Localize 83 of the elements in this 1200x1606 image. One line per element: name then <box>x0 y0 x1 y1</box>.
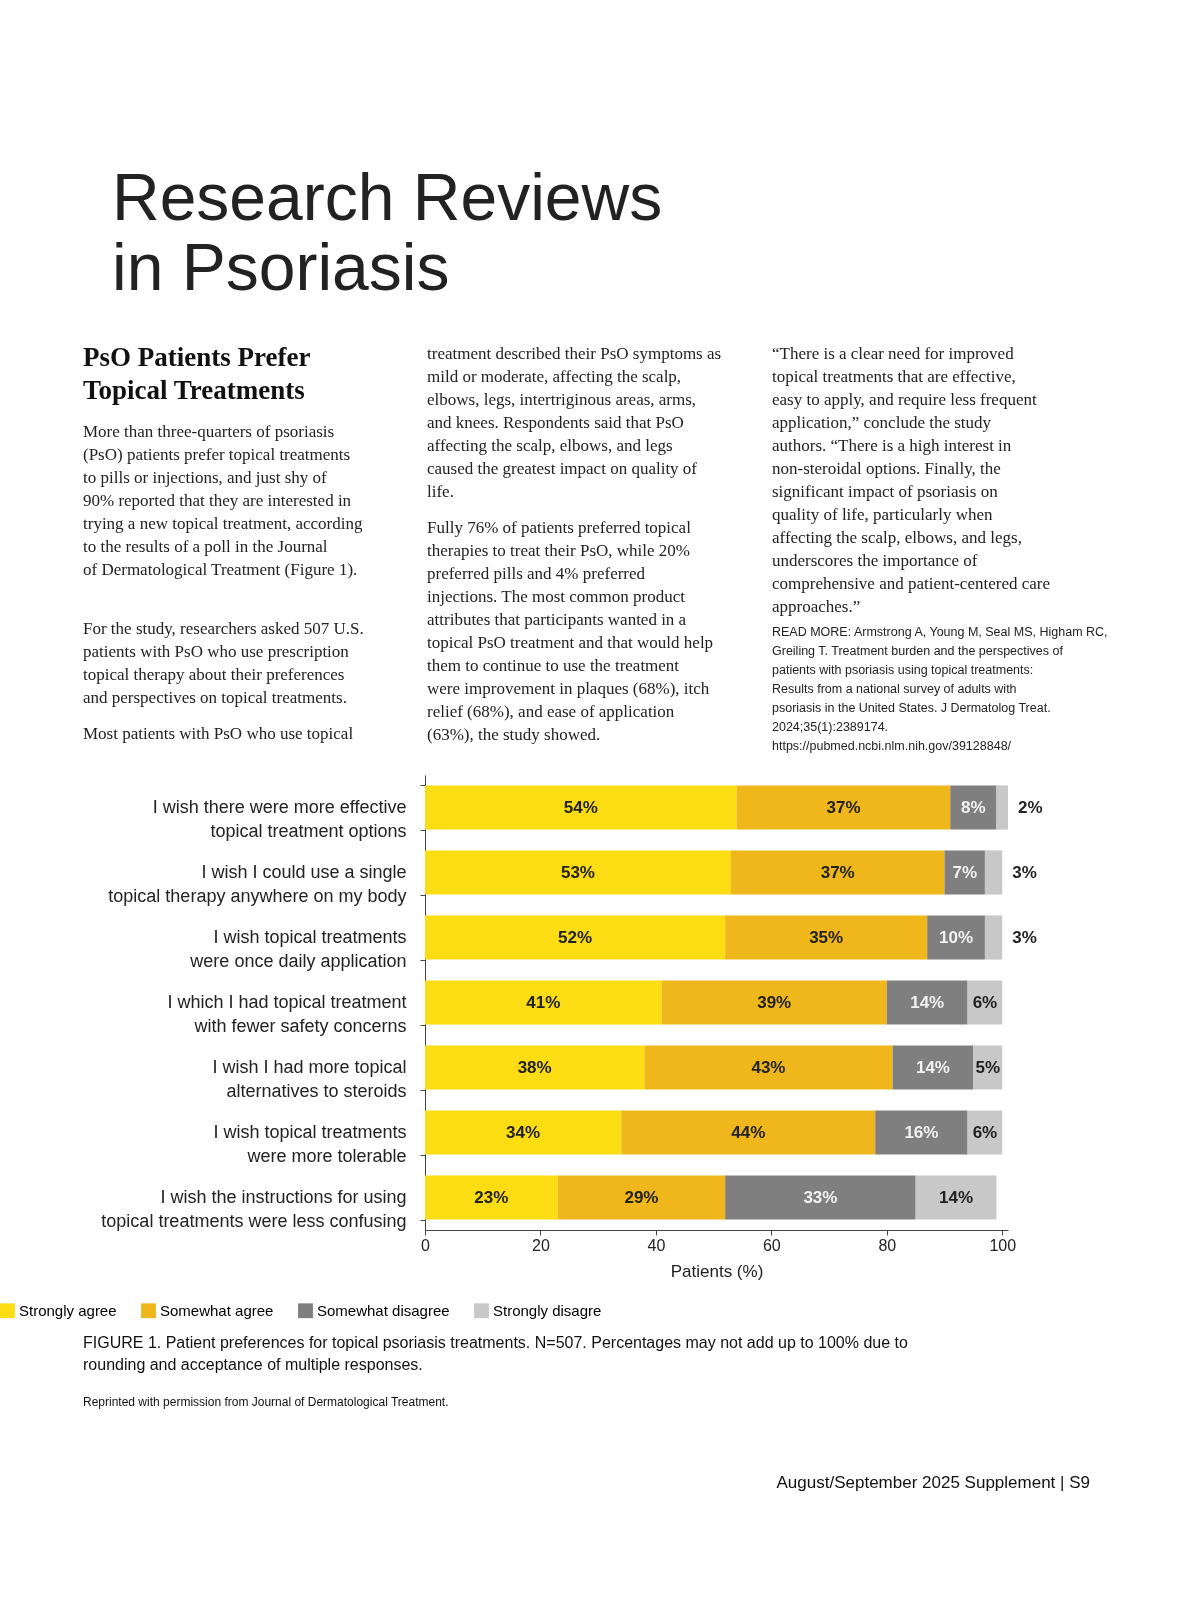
bar <box>984 915 1003 960</box>
bar <box>425 980 662 1025</box>
bar <box>725 915 928 960</box>
bar <box>644 1045 893 1090</box>
data-label: 43% <box>751 1057 786 1077</box>
y-tick-label: I wish there were more effective topical treatment options <box>152 797 407 841</box>
data-label: 10% <box>939 927 974 947</box>
legend-label: Strongly disagre <box>493 1301 602 1319</box>
data-label: 8% <box>961 797 986 817</box>
data-label: 6% <box>972 992 998 1012</box>
bar <box>984 850 1003 895</box>
data-label: 14% <box>939 1187 974 1207</box>
bar <box>730 850 945 895</box>
x-tick-label: 20 <box>532 1236 550 1254</box>
bar <box>425 1110 622 1155</box>
bar <box>557 1175 726 1220</box>
y-tick-label: I which I had topical treatment with fewer safety concerns <box>167 992 407 1036</box>
text: More than three-quarters of psoriasis (PsO) patients prefer topical treatments to pills or injections, and just shy of 90% reported that they are interested in trying a new topical treatment, according to the results of a poll in the Journal of Dermatological Treatment (Figure 1). <box>83 422 363 579</box>
text: Reprinted with permission from Journal of Dermatological Treatment. <box>83 1395 449 1409</box>
x-tick-label: 100 <box>989 1236 1017 1254</box>
y-tick-label: I wish topical treatments were more tolerable <box>213 1122 407 1166</box>
bar <box>425 1045 645 1090</box>
bar <box>425 850 731 895</box>
y-tick-label: I wish the instructions for using topical treatments were less confusing <box>101 1187 407 1231</box>
data-label: 3% <box>1012 862 1037 882</box>
data-label: 23% <box>474 1187 509 1207</box>
bar <box>892 1045 974 1090</box>
data-label: 34% <box>506 1122 541 1142</box>
y-tick-label: I wish I could use a single topical therapy anywhere on my body <box>108 862 407 906</box>
data-label: 44% <box>731 1122 766 1142</box>
text: READ MORE: Armstrong A, Young M, Seal MS, Higham RC, Greiling T. Treatment burden and the perspectives of patients with psoriasis using topical treatments: Results from a national survey of adults with psoriasis in the United States. J Dermatolog Treat. 2024;35(1):2389174. https://pubmed.ncbi.nlm.nih.gov/39128848/ <box>772 625 1108 753</box>
data-label: 39% <box>757 992 792 1012</box>
data-label: 35% <box>809 927 844 947</box>
data-label: 37% <box>826 797 861 817</box>
bar <box>927 915 985 960</box>
data-label: 7% <box>952 862 977 882</box>
y-tick-label: I wish I had more topical alternatives to steroids <box>212 1057 407 1101</box>
data-label: 52% <box>558 927 593 947</box>
legend-label: Strongly agree <box>19 1301 117 1319</box>
data-label: 14% <box>910 992 945 1012</box>
caption: FIGURE 1. Patient preferences for topical psoriasis treatments. N=507. Percentages may not add up to 100% due to rounding and acceptance of multiple responses. <box>83 1334 908 1373</box>
text: Most patients with PsO who use topical <box>83 724 354 743</box>
bar <box>875 1110 968 1155</box>
data-label: 29% <box>624 1187 659 1207</box>
bar <box>425 915 726 960</box>
x-tick-label: 60 <box>762 1236 781 1254</box>
legend-label: Somewhat disagree <box>317 1301 450 1319</box>
y-tick-label: I wish topical treatments were once daily application <box>189 927 407 971</box>
bar <box>725 1175 916 1220</box>
bar <box>996 785 1008 830</box>
bar <box>950 785 997 830</box>
x-tick-label: 0 <box>421 1236 431 1254</box>
chart-title: Research Reviews in Psoriasis <box>112 160 663 304</box>
data-label: 37% <box>820 862 855 882</box>
text: For the study, researchers asked 507 U.S. patients with PsO who use prescription topical therapy about their preferences and perspectives on topical treatments. <box>83 619 364 707</box>
data-label: 38% <box>517 1057 552 1077</box>
data-label: 14% <box>915 1057 950 1077</box>
data-label: 5% <box>975 1057 1001 1077</box>
text: Fully 76% of patients preferred topical therapies to treat their PsO, while 20% preferred pills and 4% preferred injections. The most common product attributes that participants wanted in a topical PsO treatment and that would help them to continue to use the treatment were improvement in plaques (68%), itch relief (68%), and ease of application (63%), the study showed. <box>427 518 714 744</box>
data-label: 6% <box>972 1122 998 1142</box>
bar <box>425 785 737 830</box>
data-label: 53% <box>560 862 595 882</box>
bar <box>425 1175 558 1220</box>
x-tick-label: 40 <box>647 1236 666 1254</box>
data-label: 33% <box>803 1187 838 1207</box>
bar <box>736 785 951 830</box>
text: August/September 2025 Supplement | S9 <box>776 1473 1090 1492</box>
data-label: 41% <box>526 992 561 1012</box>
x-axis-title: Patients (%) <box>670 1261 764 1281</box>
bar <box>886 980 968 1025</box>
bar <box>661 980 887 1025</box>
bar <box>915 1175 997 1220</box>
text: PsO Patients Prefer Topical Treatments <box>83 342 311 405</box>
data-label: 54% <box>563 797 598 817</box>
bar <box>944 850 985 895</box>
legend-label: Somewhat agree <box>160 1301 274 1319</box>
text: “There is a clear need for improved topical treatments that are effective, easy to apply, and require less frequent application,” conclude the study authors. “There is a high interest in non-steroidal options. Finally, the significant impact of psoriasis on quality of life, particularly when affecting the scalp, elbows, and legs, underscores the importance of comprehensive and patient-centered care approaches.” <box>772 344 1050 616</box>
data-label: 2% <box>1018 797 1043 817</box>
text: treatment described their PsO symptoms as mild or moderate, affecting the scalp, elbows, legs, intertriginous areas, arms, and knees. Respondents said that PsO affecting the scalp, elbows, and legs caused the greatest impact on quality of life. <box>427 344 722 501</box>
x-tick-label: 80 <box>878 1236 897 1254</box>
bar <box>621 1110 876 1155</box>
data-label: 3% <box>1012 927 1037 947</box>
data-label: 16% <box>904 1122 939 1142</box>
